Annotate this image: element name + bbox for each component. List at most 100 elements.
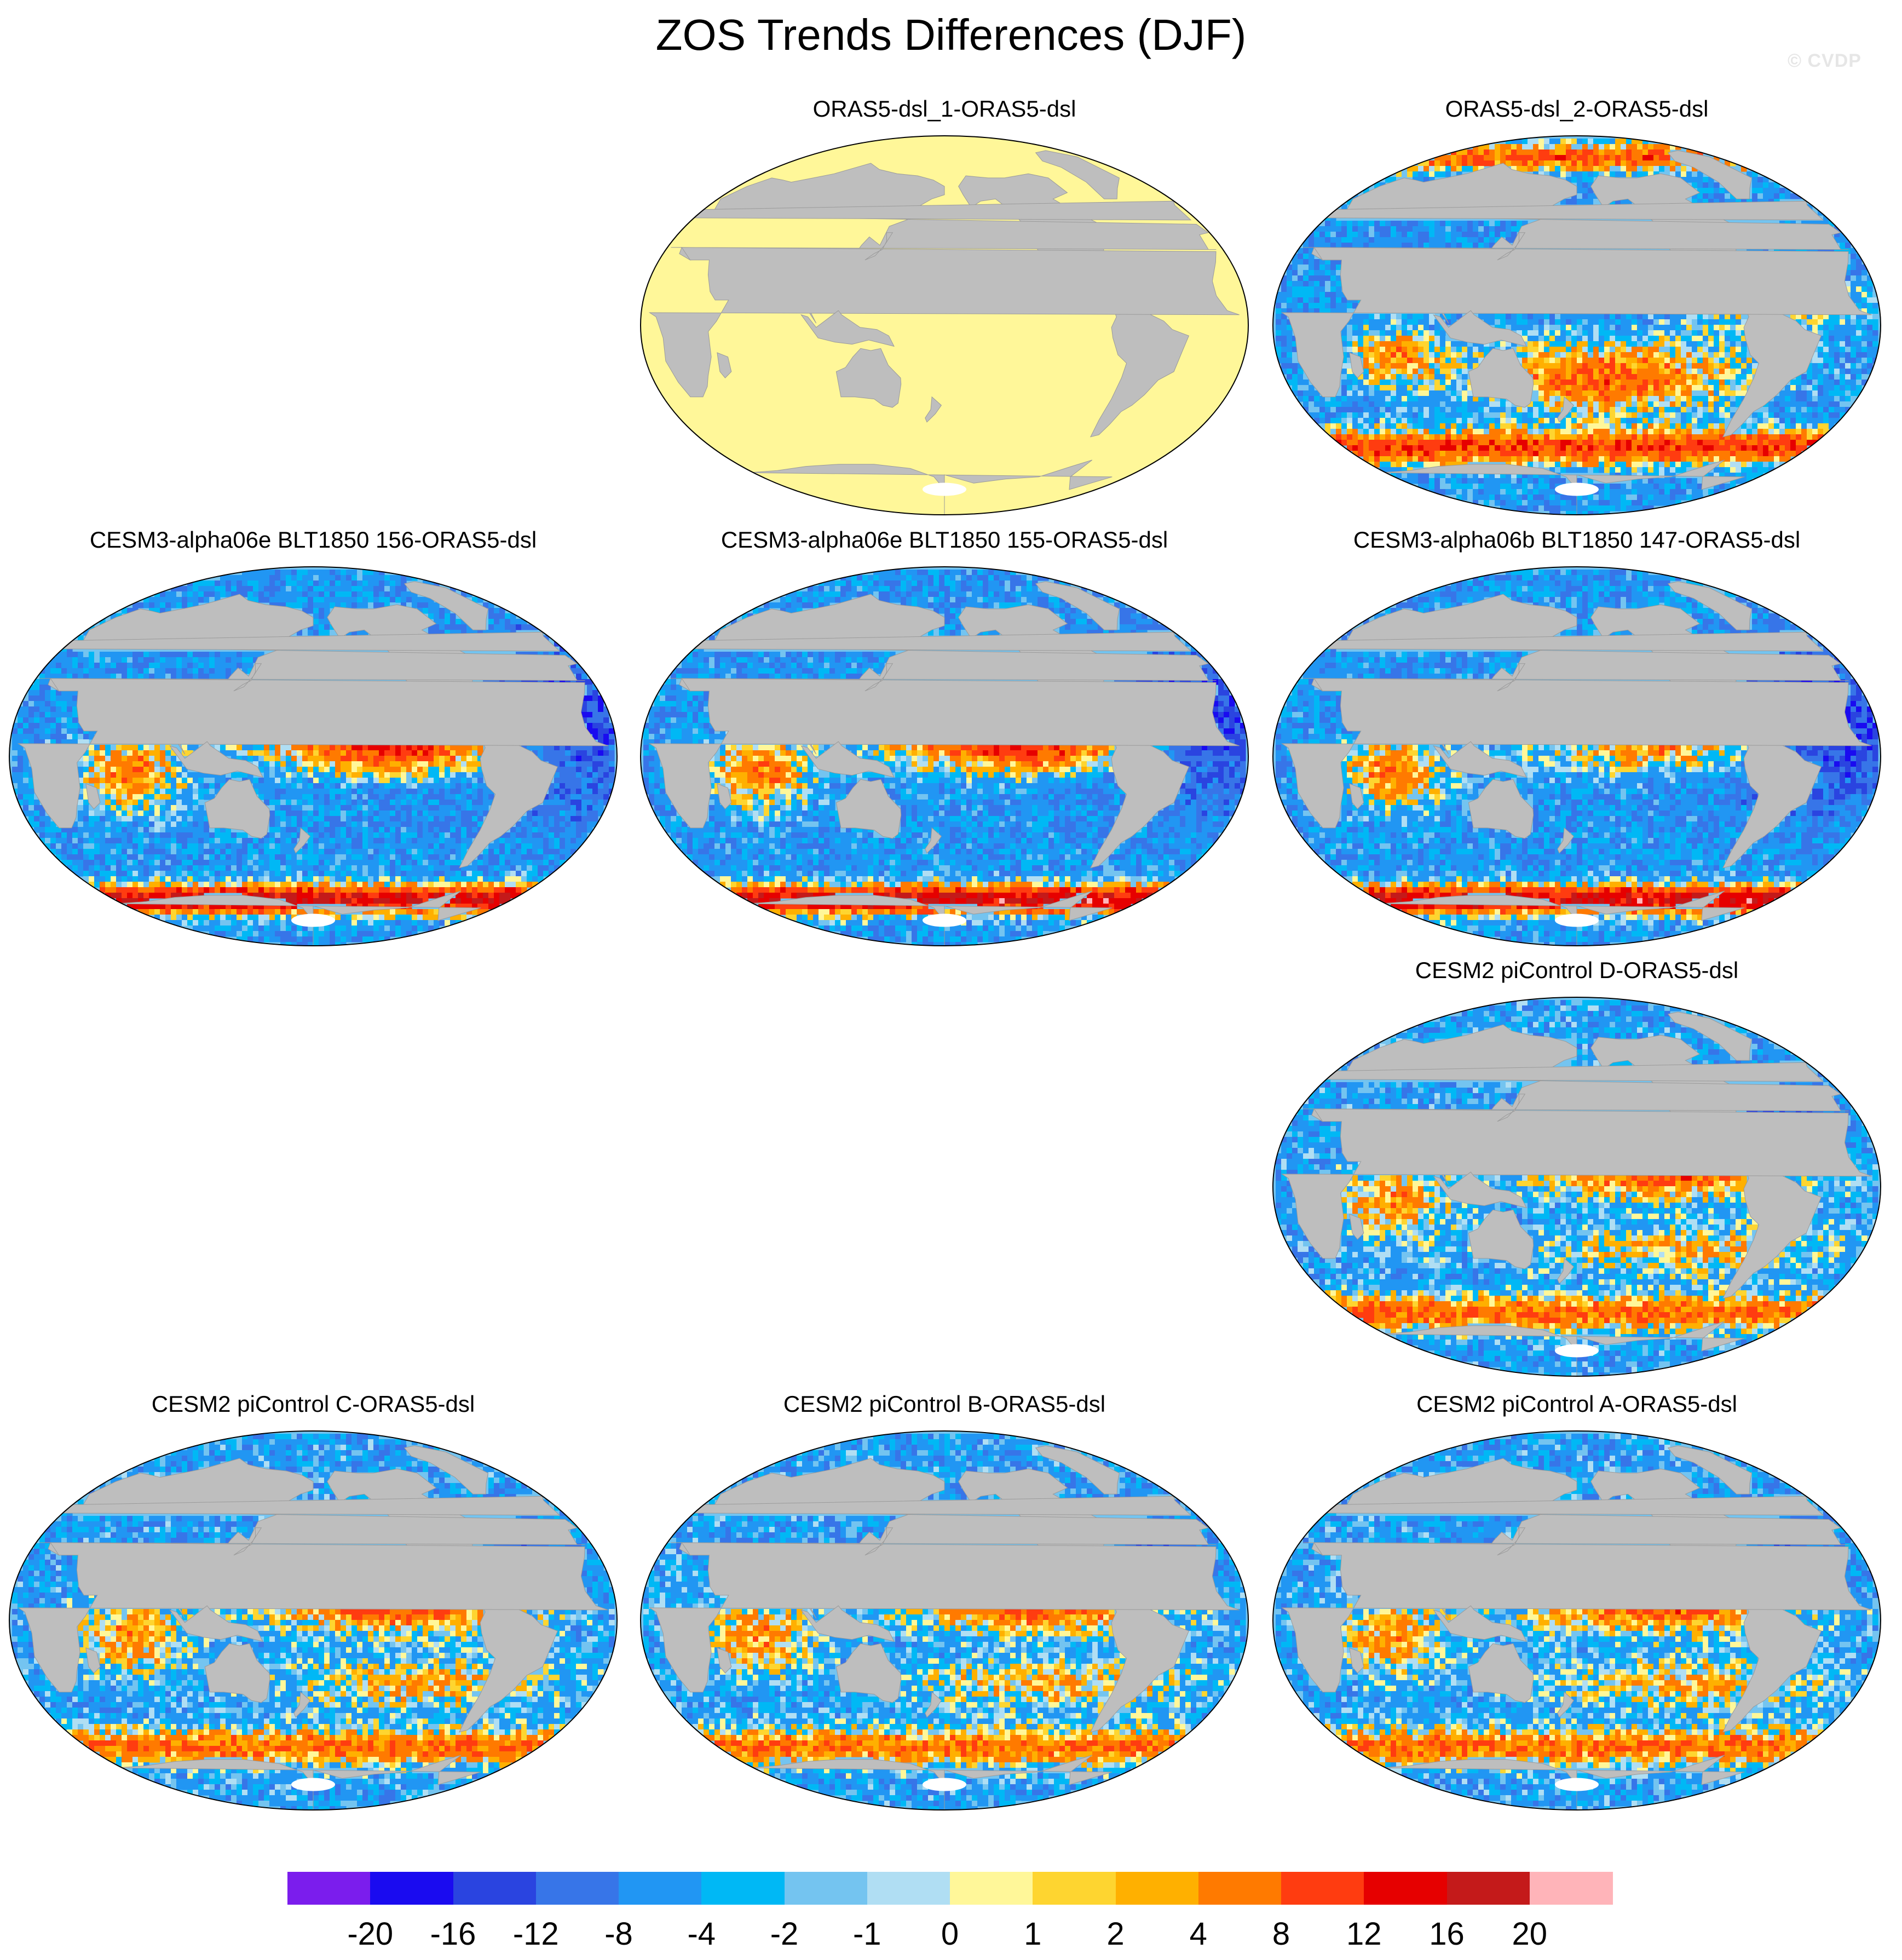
anomaly-cell — [1736, 358, 1742, 364]
anomaly-cell — [1418, 314, 1424, 320]
anomaly-cell — [1632, 347, 1638, 353]
anomaly-cell — [1675, 489, 1681, 495]
anomaly-cell — [1675, 418, 1681, 424]
anomaly-cell — [1785, 407, 1791, 413]
anomaly-cell — [1309, 412, 1315, 418]
anomaly-cell — [1566, 374, 1572, 380]
anomaly-cell — [1768, 193, 1774, 199]
anomaly-cell — [67, 652, 73, 658]
anomaly-cell — [264, 750, 270, 756]
anomaly-cell — [1632, 434, 1638, 440]
anomaly-cell — [1434, 429, 1440, 435]
anomaly-cell — [313, 613, 319, 619]
anomaly-cell — [1681, 325, 1687, 331]
anomaly-cell — [560, 778, 566, 784]
anomaly-cell — [264, 580, 270, 587]
anomaly-cell — [1374, 221, 1380, 227]
anomaly-cell — [1725, 473, 1731, 479]
anomaly-cell — [1714, 369, 1720, 375]
anomaly-cell — [1517, 347, 1523, 353]
anomaly-cell — [1642, 467, 1649, 473]
anomaly-cell — [1730, 160, 1736, 166]
anomaly-cell — [1336, 226, 1342, 232]
anomaly-cell — [560, 679, 566, 685]
anomaly-cell — [1467, 358, 1473, 364]
anomaly-cell — [72, 734, 78, 740]
anomaly-cell — [1287, 270, 1293, 276]
anomaly-cell — [1632, 330, 1638, 336]
anomaly-cell — [1276, 352, 1282, 358]
anomaly-cell — [1511, 451, 1517, 457]
anomaly-cell — [1467, 440, 1473, 446]
anomaly-cell — [1664, 473, 1670, 479]
anomaly-cell — [1653, 500, 1659, 506]
anomaly-cell — [1511, 347, 1517, 353]
anomaly-cell — [1374, 374, 1380, 380]
anomaly-cell — [291, 761, 297, 767]
anomaly-cell — [269, 756, 275, 762]
anomaly-cell — [434, 745, 440, 751]
anomaly-cell — [1642, 451, 1649, 457]
anomaly-cell — [286, 602, 292, 608]
anomaly-cell — [1779, 401, 1785, 407]
anomaly-cell — [1522, 160, 1528, 166]
anomaly-cell — [1714, 330, 1720, 336]
anomaly-cell — [1741, 358, 1747, 364]
anomaly-cell — [247, 668, 253, 674]
anomaly-cell — [1533, 390, 1539, 396]
anomaly-cell — [1867, 292, 1873, 298]
anomaly-cell — [1347, 380, 1353, 386]
anomaly-cell — [1632, 171, 1638, 177]
anomaly-cell — [1571, 139, 1577, 145]
anomaly-cell — [1440, 429, 1446, 435]
anomaly-cell — [1341, 380, 1347, 386]
anomaly-cell — [592, 706, 598, 712]
anomaly-cell — [1544, 434, 1550, 440]
anomaly-cell — [1741, 341, 1747, 347]
anomaly-cell — [603, 778, 609, 784]
anomaly-cell — [1560, 341, 1566, 347]
anomaly-cell — [313, 778, 319, 784]
anomaly-cell — [346, 778, 352, 784]
anomaly-cell — [1675, 166, 1681, 172]
anomaly-cell — [1741, 467, 1747, 473]
anomaly-cell — [1374, 412, 1380, 418]
anomaly-cell — [560, 767, 566, 773]
anomaly-cell — [111, 652, 117, 658]
anomaly-cell — [1588, 193, 1594, 199]
anomaly-cell — [1670, 407, 1676, 413]
anomaly-cell — [1456, 166, 1462, 172]
anomaly-cell — [1462, 412, 1468, 418]
anomaly-cell — [603, 767, 609, 773]
anomaly-cell — [1374, 226, 1380, 232]
anomaly-cell — [1489, 478, 1495, 484]
anomaly-cell — [1632, 380, 1638, 386]
anomaly-cell — [176, 663, 182, 669]
anomaly-cell — [1626, 478, 1632, 484]
anomaly-cell — [609, 750, 615, 756]
anomaly-cell — [1440, 352, 1446, 358]
anomaly-cell — [39, 712, 45, 718]
anomaly-cell — [1686, 429, 1692, 435]
anomaly-cell — [1812, 390, 1818, 396]
anomaly-cell — [1774, 407, 1780, 413]
landmass — [694, 200, 1192, 221]
anomaly-cell — [1714, 401, 1720, 407]
anomaly-cell — [1330, 429, 1336, 435]
anomaly-cell — [1456, 314, 1462, 320]
anomaly-cell — [1812, 248, 1818, 254]
anomaly-cell — [1292, 352, 1298, 358]
anomaly-cell — [1407, 385, 1413, 391]
anomaly-cell — [111, 750, 117, 756]
anomaly-cell — [171, 663, 177, 669]
anomaly-cell — [1292, 303, 1298, 309]
anomaly-cell — [570, 745, 577, 751]
anomaly-cell — [1752, 188, 1758, 194]
anomaly-cell — [1867, 325, 1873, 331]
anomaly-cell — [1407, 352, 1413, 358]
anomaly-cell — [1757, 440, 1763, 446]
anomaly-cell — [1533, 380, 1539, 386]
anomaly-cell — [373, 761, 379, 767]
anomaly-cell — [1796, 423, 1802, 429]
anomaly-cell — [549, 756, 555, 762]
